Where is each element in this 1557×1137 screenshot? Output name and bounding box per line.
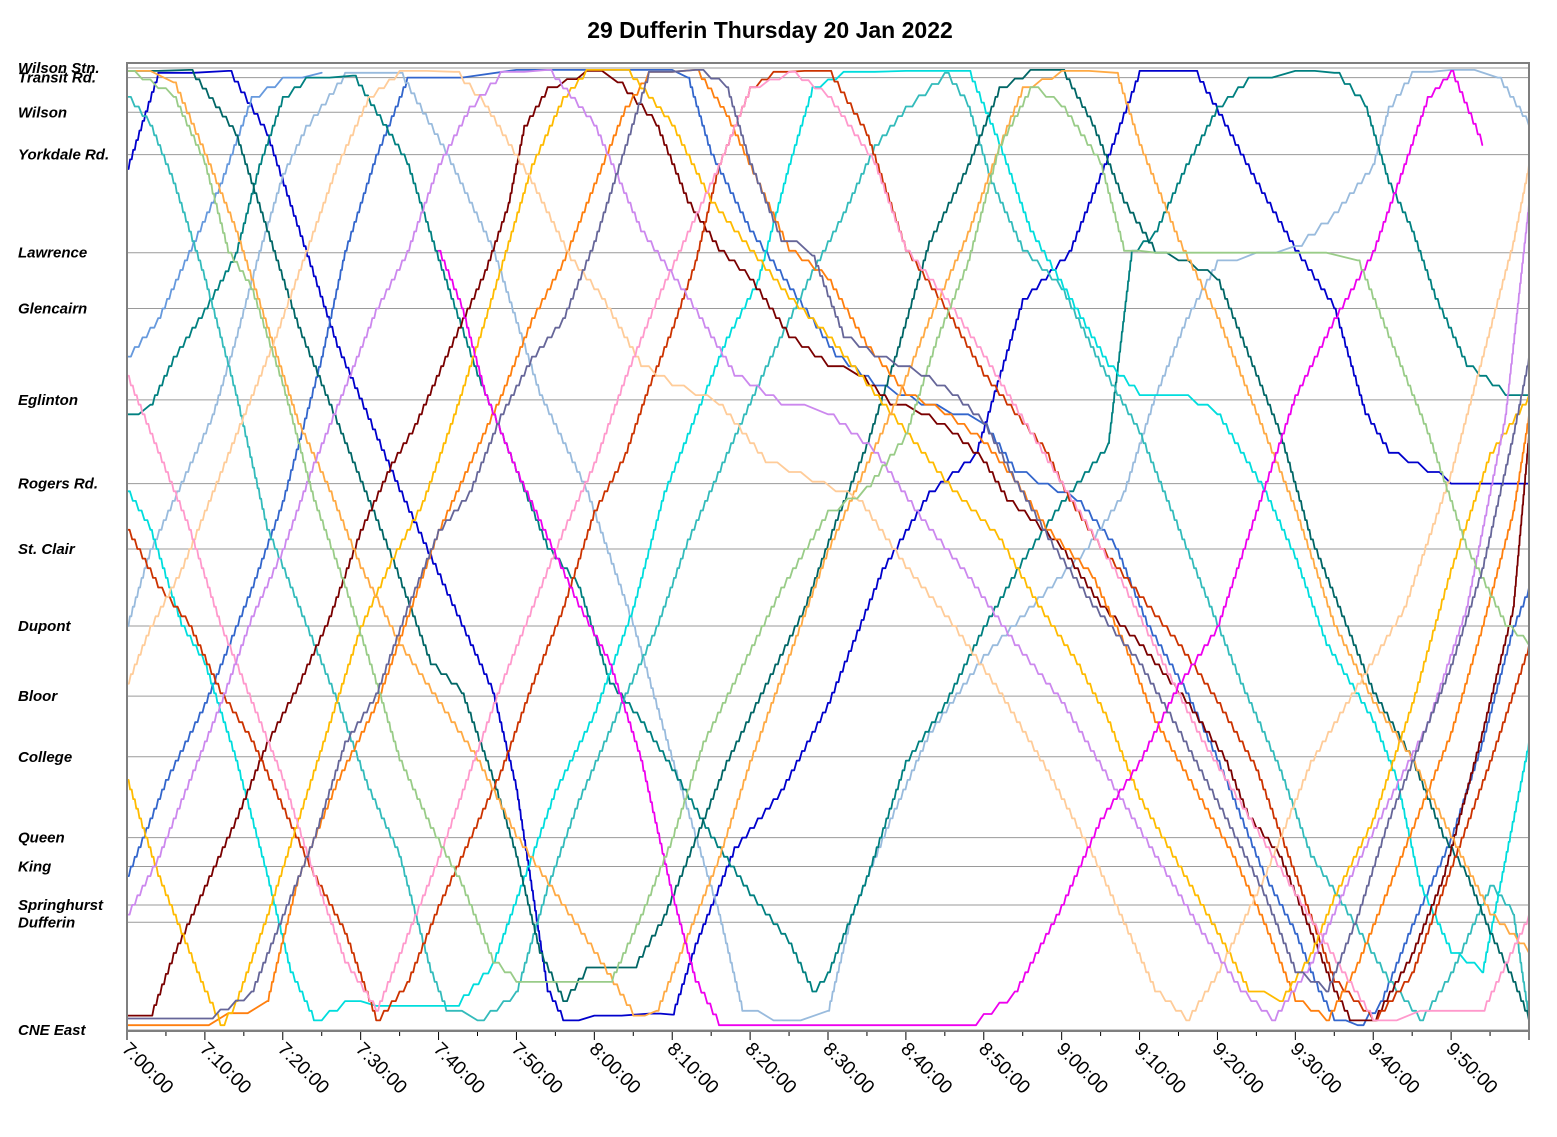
trip-line-16 — [126, 69, 1530, 1022]
trip-line-13 — [126, 70, 1530, 1017]
stop-label: Rogers Rd. — [18, 476, 98, 493]
trip-line-3 — [126, 71, 323, 358]
time-tick-label: 9:50:00 — [1442, 1039, 1502, 1099]
time-tick-label: 8:30:00 — [818, 1039, 878, 1099]
trip-line-5 — [126, 70, 1530, 993]
time-tick-label: 8:40:00 — [896, 1039, 956, 1099]
stop-label: Springhurst — [18, 897, 104, 914]
time-tick-label: 7:40:00 — [429, 1039, 489, 1099]
trip-line-4 — [126, 69, 1530, 1022]
plot-frame — [126, 62, 1530, 1032]
stop-label: King — [18, 858, 51, 875]
trip-line-14 — [126, 70, 1530, 1022]
stop-label: Wilson — [18, 104, 67, 121]
trip-line-1 — [126, 70, 1530, 1022]
time-tick-label: 7:50:00 — [507, 1039, 567, 1099]
stop-label: Transit Rd. — [18, 70, 96, 87]
trip-line-19 — [126, 69, 1530, 1020]
trip-line-6 — [126, 71, 1530, 1022]
stop-label: Yorkdale Rd. — [18, 147, 109, 164]
trip-line-11 — [126, 69, 1530, 1027]
time-tick-label: 7:00:00 — [117, 1039, 177, 1099]
time-tick-label: 8:20:00 — [741, 1039, 801, 1099]
chart-title: 29 Dufferin Thursday 20 Jan 2022 — [587, 17, 953, 43]
stop-label: St. Clair — [18, 541, 76, 558]
stop-label: Dupont — [18, 618, 71, 635]
time-tick-label: 9:20:00 — [1208, 1039, 1268, 1099]
stop-label: CNE East — [18, 1022, 87, 1039]
time-tick-label: 9:30:00 — [1286, 1039, 1346, 1099]
trip-line-18 — [126, 70, 1530, 983]
trip-lines — [126, 69, 1530, 1027]
trip-line-9 — [126, 70, 1530, 1022]
trip-line-7 — [126, 70, 1530, 1022]
time-tick-label: 9:00:00 — [1052, 1039, 1112, 1099]
time-tick-label: 9:40:00 — [1364, 1039, 1424, 1099]
stop-label: Eglinton — [18, 392, 78, 409]
trip-line-2 — [126, 69, 1530, 1027]
time-labels: 7:00:00 7:10:00 7:20:00 7:30:00 7:40:00 7:50:… — [117, 1039, 1501, 1099]
trip-line-15 — [126, 70, 1530, 1022]
stop-label: Queen — [18, 830, 65, 847]
time-tick-label: 8:00:00 — [585, 1039, 645, 1099]
time-tick-label: 8:50:00 — [974, 1039, 1034, 1099]
trip-line-8 — [126, 69, 1530, 1022]
stop-labels: Wilson Stn.Transit Rd. Wilson Yorkdale Rd.… — [18, 60, 109, 1039]
stop-label: Dufferin — [18, 914, 75, 931]
stop-label: Lawrence — [18, 245, 87, 262]
time-tick-label: 7:30:00 — [351, 1039, 411, 1099]
stop-label: Glencairn — [18, 301, 87, 318]
stop-label: College — [18, 749, 72, 766]
time-tick-label: 7:10:00 — [195, 1039, 255, 1099]
time-tick-label: 9:10:00 — [1130, 1039, 1190, 1099]
time-tick-label: 8:10:00 — [663, 1039, 723, 1099]
time-tick-label: 7:20:00 — [273, 1039, 333, 1099]
stop-label: Wilson Stn. — [18, 60, 100, 77]
trip-line-12 — [126, 69, 1530, 1027]
trip-line-17 — [437, 70, 1484, 1027]
stop-label: Bloor — [18, 688, 58, 705]
